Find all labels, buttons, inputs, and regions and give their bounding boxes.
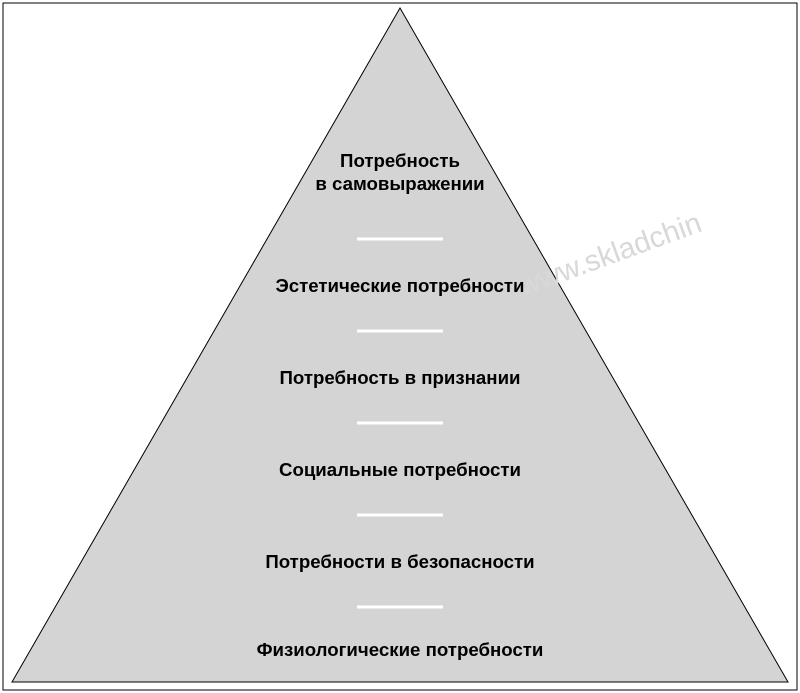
- pyramid-level-label: Эстетические потребности: [0, 274, 800, 297]
- pyramid-level-label: Потребности в безопасности: [0, 550, 800, 573]
- pyramid-level-label: Потребность в самовыражении: [0, 149, 800, 196]
- pyramid-labels: Потребность в самовыражении Эстетические …: [0, 0, 800, 693]
- pyramid-level-label: Социальные потребности: [0, 458, 800, 481]
- diagram-stage: www.skladchin Потребность в самовыражени…: [0, 0, 800, 693]
- pyramid-level-label: Физиологические потребности: [0, 638, 800, 661]
- pyramid-level-label: Потребность в признании: [0, 366, 800, 389]
